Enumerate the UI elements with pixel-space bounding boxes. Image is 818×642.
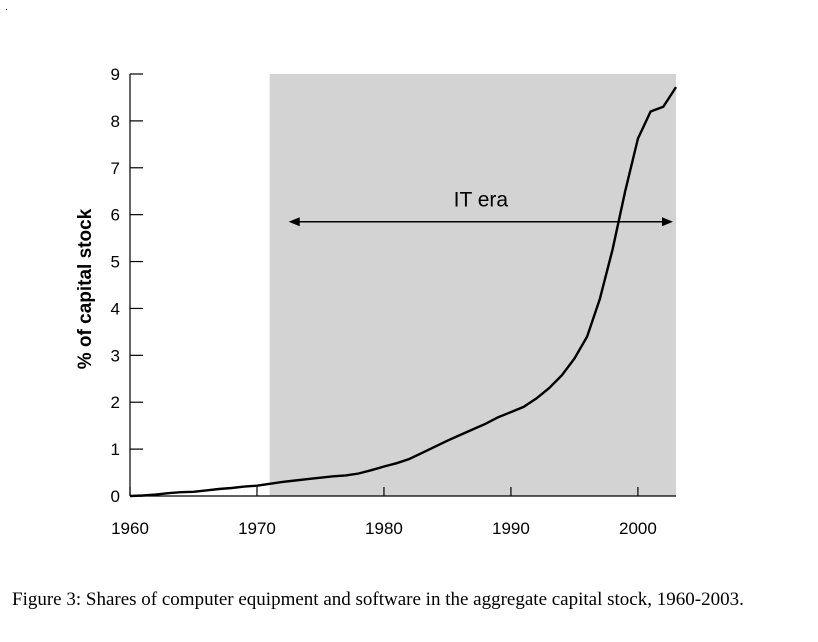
y-axis-label: % of capital stock (75, 208, 96, 369)
y-tick-label: 6 (111, 206, 120, 225)
x-tick-label: 1970 (238, 519, 276, 538)
axes (129, 74, 676, 497)
ticks: 0 1 2 3 4 5 6 7 8 9 1960 1970 1980 1990 2000 (111, 65, 657, 538)
series-line (129, 86, 678, 498)
chart-figure: 0 1 2 3 4 5 6 7 8 9 1960 1970 1980 1990 2000 IT era % … (75, 65, 678, 538)
arrow-head-right (662, 217, 673, 227)
figure-caption: Figure 3: Shares of computer equipment a… (12, 589, 744, 610)
it-era-shaded-region (269, 74, 676, 496)
x-tick-label: 2000 (619, 519, 657, 538)
y-tick-label: 7 (111, 159, 120, 178)
y-tick-label: 1 (111, 440, 120, 459)
annotation-label: IT era (454, 189, 509, 212)
y-tick-label: 5 (111, 253, 120, 272)
y-tick-label: 2 (111, 393, 120, 412)
x-tick-label: 1980 (365, 519, 403, 538)
y-tick-label: 4 (111, 299, 120, 318)
y-tick-label: 0 (111, 487, 120, 506)
arrow-head-left (288, 217, 300, 227)
x-tick-label: 1990 (492, 519, 530, 538)
y-tick-label: 3 (111, 346, 120, 365)
y-tick-label: 8 (111, 112, 120, 131)
y-tick-label: 9 (111, 65, 120, 84)
corner-mark: . (5, 2, 8, 13)
x-tick-label: 1960 (111, 519, 149, 538)
it-era-annotation: IT era (288, 189, 673, 227)
